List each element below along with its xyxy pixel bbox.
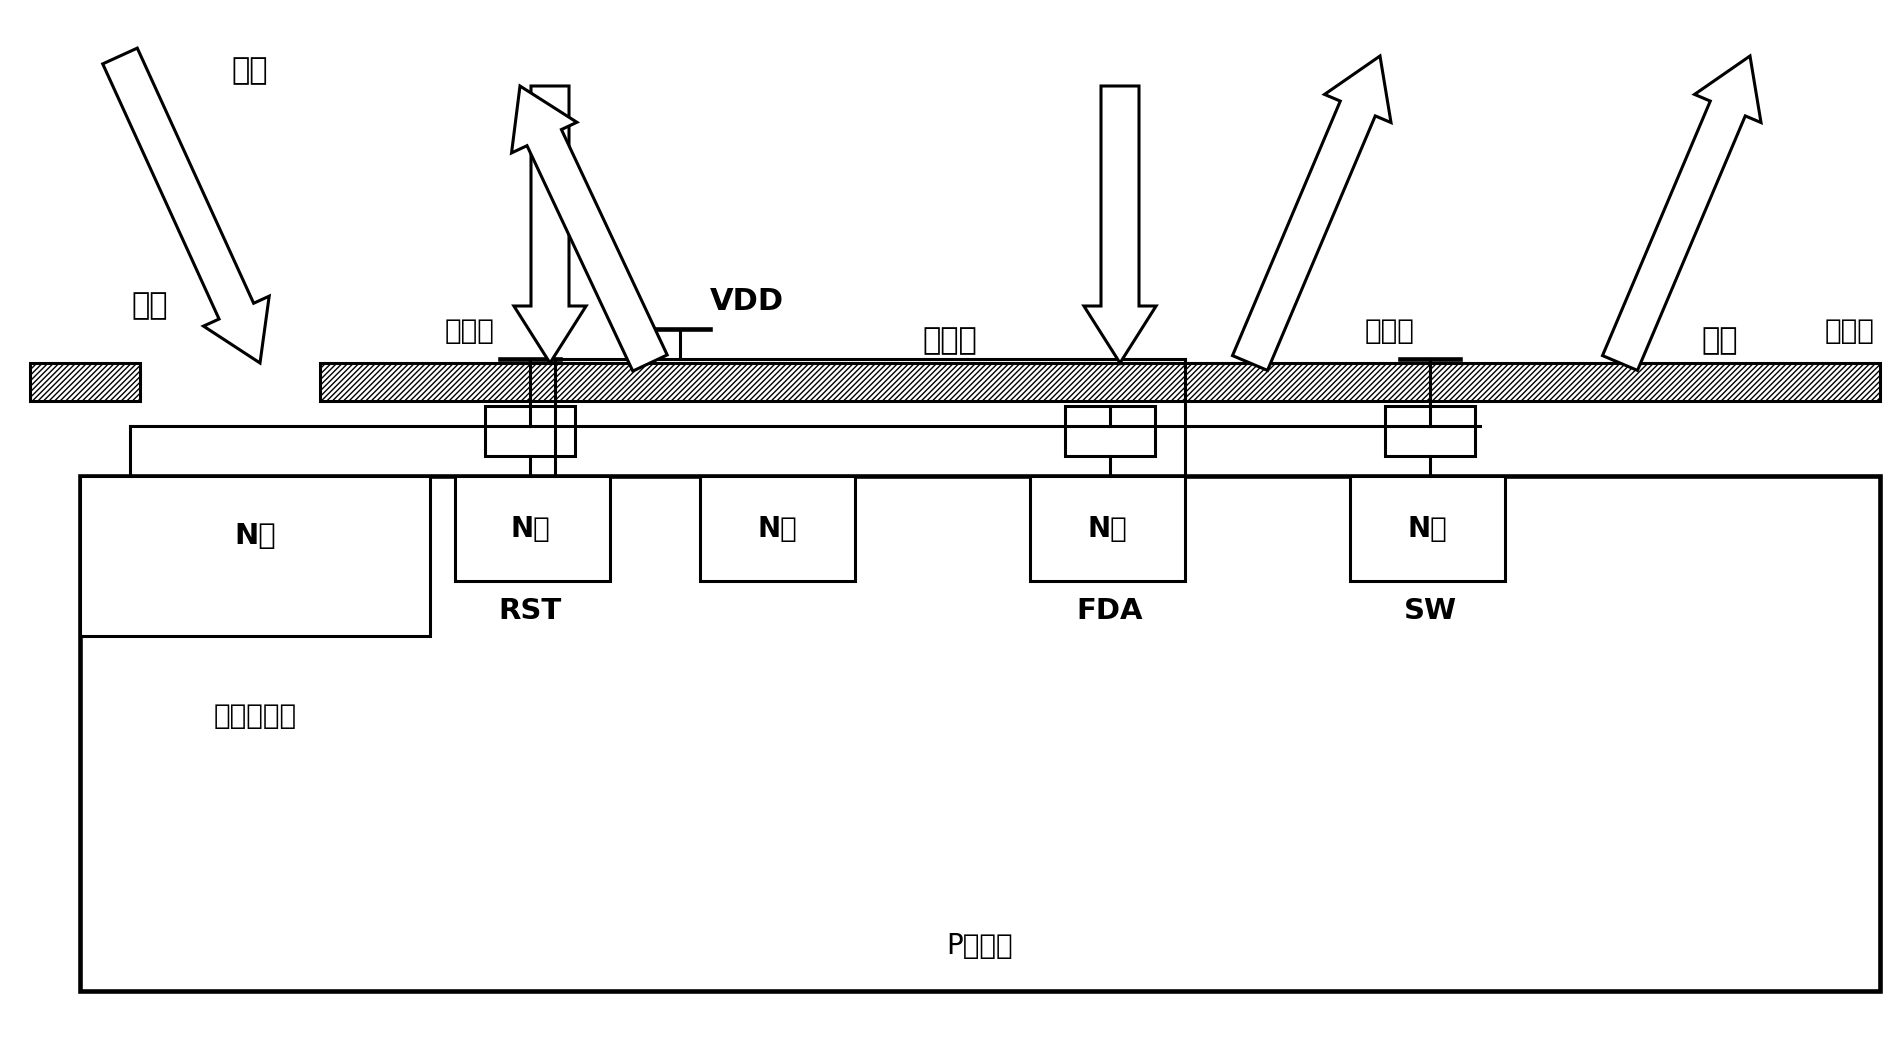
Text: 光电二极管: 光电二极管	[213, 702, 297, 730]
Text: P型基板: P型基板	[947, 932, 1013, 960]
Text: VDD: VDD	[709, 287, 783, 316]
Text: FDA: FDA	[1076, 597, 1143, 626]
Text: 复位线: 复位线	[445, 317, 494, 345]
Bar	[1386, 406, 1475, 456]
Bar	[485, 406, 574, 456]
Text: N型: N型	[509, 515, 549, 543]
Bar	[454, 476, 610, 581]
Text: 光照: 光照	[232, 56, 268, 86]
Text: RST: RST	[498, 597, 561, 626]
Text: N型: N型	[757, 515, 797, 543]
Polygon shape	[513, 86, 586, 363]
Polygon shape	[1232, 56, 1392, 370]
Text: N型: N型	[1407, 515, 1447, 543]
Polygon shape	[1084, 86, 1156, 363]
Text: 选择线: 选择线	[1365, 317, 1414, 345]
Bar	[80, 476, 430, 636]
Text: 遗光膜: 遗光膜	[922, 326, 977, 356]
Text: SW: SW	[1403, 597, 1456, 626]
Bar	[1065, 406, 1156, 456]
Text: 信号线: 信号线	[1825, 317, 1874, 345]
Bar	[700, 476, 855, 581]
Polygon shape	[103, 48, 270, 363]
Bar	[1030, 476, 1184, 581]
Polygon shape	[1603, 56, 1760, 370]
Bar	[80, 476, 1880, 991]
Bar	[30, 363, 141, 401]
Text: 反射: 反射	[1701, 326, 1738, 356]
Text: N型: N型	[234, 522, 276, 550]
Text: N型: N型	[1087, 515, 1127, 543]
Polygon shape	[511, 86, 667, 371]
Bar	[319, 363, 1880, 401]
Text: 吸收: 吸收	[131, 292, 169, 320]
Bar	[1350, 476, 1506, 581]
